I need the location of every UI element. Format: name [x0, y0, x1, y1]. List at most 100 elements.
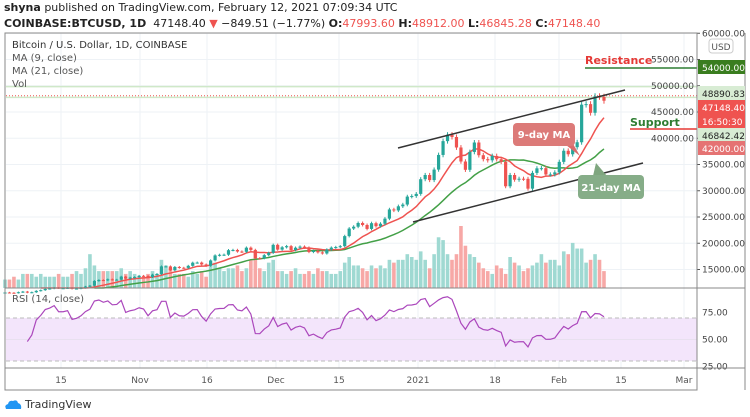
- volume-bar: [445, 254, 450, 288]
- candle-body: [128, 277, 132, 279]
- publisher: shyna: [4, 1, 41, 14]
- symbol: COINBASE:BTCUSD, 1D: [4, 17, 147, 30]
- candle-body: [490, 155, 494, 161]
- legend-vol[interactable]: Vol: [12, 79, 27, 90]
- candle-body: [106, 279, 110, 281]
- legend-rsi[interactable]: RSI (14, close): [12, 294, 85, 305]
- volume-bar: [302, 273, 307, 288]
- publish-info: shyna published on TradingView.com, Febr…: [4, 1, 397, 14]
- volume-bar: [253, 251, 258, 288]
- close-label: C:: [535, 17, 548, 30]
- open-value: 47993.60: [342, 17, 395, 30]
- price-label: 47148.40: [702, 104, 745, 114]
- candle-body: [141, 275, 146, 277]
- x-tick-label: Nov: [131, 376, 149, 386]
- volume-bar: [602, 271, 606, 288]
- candle-body: [186, 265, 190, 268]
- tradingview-logo[interactable]: TradingView: [4, 398, 91, 411]
- ma9-callout-label: 9-day MA: [518, 130, 571, 141]
- candle-body: [61, 288, 65, 290]
- volume-bar: [249, 259, 253, 288]
- candle-body: [508, 175, 512, 187]
- volume-bar: [490, 273, 495, 288]
- volume-bar: [25, 273, 30, 288]
- candle-body: [191, 262, 195, 266]
- candle-body: [298, 246, 302, 248]
- ma21-callout: [578, 175, 644, 199]
- candle-body: [320, 252, 324, 254]
- candle-body: [405, 196, 409, 205]
- last-price: 47148.40: [153, 17, 206, 30]
- candle-body: [374, 223, 378, 227]
- candle-body: [124, 276, 128, 279]
- legend-ma21[interactable]: MA (21, close): [12, 66, 84, 77]
- candle-body: [571, 147, 575, 155]
- chart-title: Bitcoin / U.S. Dollar, 1D, COINBASE: [12, 40, 188, 51]
- candle-body: [164, 266, 168, 268]
- volume-bar: [199, 271, 204, 288]
- legend-ma9[interactable]: MA (9, close): [12, 53, 77, 64]
- volume-bar: [387, 259, 392, 288]
- candle-body: [240, 251, 244, 253]
- volume-bar: [204, 276, 208, 288]
- ma21-callout-pointer: [593, 163, 607, 176]
- volume-bar: [485, 271, 490, 288]
- volume-bar: [235, 265, 240, 288]
- volume-bar: [271, 259, 275, 288]
- volume-bar: [329, 273, 334, 288]
- volume-bar: [369, 265, 374, 288]
- volume-bar: [7, 279, 12, 288]
- volume-bar: [244, 268, 249, 288]
- price-label-bg: [698, 100, 745, 114]
- volume-bar: [213, 262, 217, 288]
- price-label-bg: [698, 141, 745, 155]
- volume-bar: [427, 268, 432, 288]
- volume-bar: [593, 254, 597, 288]
- candle-body: [302, 246, 307, 248]
- volume-bar: [539, 254, 544, 288]
- logo-text: TradingView: [25, 398, 92, 411]
- volume-bar: [257, 268, 262, 288]
- candle-body: [580, 104, 584, 143]
- candle-body: [468, 151, 472, 170]
- volume-bar: [517, 265, 521, 288]
- volume-bar: [262, 271, 267, 288]
- candle-body: [293, 247, 298, 251]
- candle-body: [12, 292, 16, 294]
- volume-bar: [61, 276, 65, 288]
- candle-body: [548, 174, 552, 176]
- rsi-tick-label: 50.00: [702, 336, 728, 346]
- published-text: published on TradingView.com, February 1…: [44, 1, 398, 14]
- volume-bar: [280, 271, 284, 288]
- volume-bar: [208, 265, 213, 288]
- volume-bar: [548, 259, 553, 288]
- price-label: 42000.00: [702, 145, 745, 155]
- volume-bar: [561, 251, 566, 288]
- volume-bar: [266, 262, 271, 288]
- volume-bar: [481, 268, 486, 288]
- candle-body: [329, 247, 333, 250]
- volume-bar: [432, 254, 436, 288]
- candle-body: [419, 179, 423, 194]
- volume-bar: [579, 248, 584, 288]
- candle-body: [477, 142, 481, 156]
- volume-bar: [472, 257, 477, 288]
- candle-body: [338, 246, 342, 248]
- volume-bar: [164, 265, 168, 288]
- x-tick-label: 18: [489, 376, 501, 386]
- y-tick-label: 15000.00: [702, 266, 745, 276]
- candle-body: [369, 223, 374, 229]
- candle-body: [512, 175, 517, 180]
- volume-bar: [182, 273, 186, 288]
- low-label: L:: [467, 17, 480, 30]
- candle-body: [267, 252, 271, 256]
- volume-bar: [557, 265, 562, 288]
- candle-body: [602, 96, 606, 101]
- candle-body: [271, 244, 275, 253]
- candle-body: [445, 134, 450, 142]
- candle-body: [253, 249, 257, 259]
- candle-body: [182, 267, 186, 269]
- candle-body: [48, 288, 52, 290]
- candle-body: [454, 136, 459, 148]
